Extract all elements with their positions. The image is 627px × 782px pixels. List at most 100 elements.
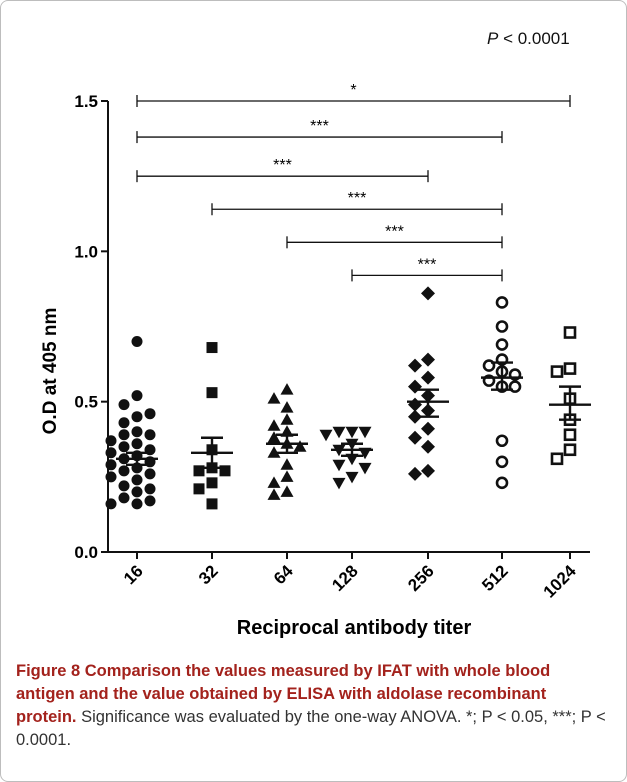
data-point [408,358,422,373]
data-point [408,430,422,445]
caption-title: Figure 8 Comparison the values measured … [16,662,551,726]
p-symbol: P [487,29,499,48]
x-axis-title: Reciprocal antibody titer [237,617,472,639]
figure-caption: Figure 8 Comparison the values measured … [16,660,608,752]
data-point [118,441,130,453]
x-tick-label: 64 [270,561,297,588]
data-point [105,498,117,510]
data-point [563,428,577,442]
data-point [550,365,564,378]
data-point [280,458,294,470]
data-point [267,431,281,443]
data-point [131,474,143,486]
data-point [280,413,294,425]
x-tick-label: 16 [120,561,147,588]
significance-label: *** [348,190,367,207]
data-point [408,409,422,424]
y-tick-label: 0.0 [74,543,98,562]
data-point [280,401,294,413]
significance-label: *** [418,256,437,273]
data-point [358,462,372,475]
data-point [144,483,156,495]
y-axis-title: O.D at 405 nm [40,308,61,435]
data-point [495,476,509,490]
data-point [267,446,281,458]
data-point [563,326,577,339]
data-point [105,435,117,447]
data-point [144,429,156,441]
data-point [332,477,346,490]
data-point [219,465,231,477]
x-tick-label: 512 [478,561,511,594]
data-point [118,417,130,429]
data-point [267,476,281,488]
data-point [118,480,130,492]
x-tick-label: 128 [328,561,361,594]
y-tick-label: 0.5 [74,393,98,412]
data-points [105,286,577,510]
data-point [131,411,143,423]
data-point [421,439,435,454]
significance-label: * [350,82,356,99]
data-point [495,320,509,333]
data-point [345,426,359,439]
data-point [144,468,156,480]
data-point [495,338,509,351]
data-point [105,471,117,483]
data-point [206,342,218,354]
data-point [118,399,130,411]
data-point [193,483,205,495]
data-point [421,370,435,385]
y-tick-label: 1.0 [74,242,98,261]
data-point [280,383,294,395]
data-point [358,426,372,439]
data-point [408,466,422,481]
data-point [206,477,218,489]
y-tick-label: 1.5 [74,92,98,111]
axes: 0.0 0.5 1.0 1.5 16 32 64 128 256 512 1024 [74,92,590,602]
data-point [495,434,509,448]
data-point [319,429,333,442]
data-point [332,426,346,439]
data-point [421,352,435,367]
data-point [206,387,218,399]
data-point [131,486,143,498]
data-point [495,455,509,469]
x-tick-label: 1024 [540,561,581,602]
data-point [280,485,294,497]
caption-body: Significance was evaluated by the one-wa… [16,708,606,749]
data-point [206,498,218,510]
data-point [495,296,509,309]
data-point [550,452,564,466]
data-point [563,362,577,375]
data-point [421,463,435,478]
data-point [408,397,422,412]
data-point [144,495,156,507]
data-point [193,465,205,477]
data-point [267,488,281,500]
p-value-note: P < 0.0001 [487,29,570,49]
data-point [131,426,143,438]
data-point [267,419,281,431]
data-point [563,443,577,457]
significance-label: *** [310,118,329,135]
data-point [332,459,346,472]
data-point [293,440,307,452]
data-point [131,336,143,348]
data-point [131,390,143,402]
data-point [118,465,130,477]
x-tick-label: 32 [195,561,222,588]
data-point [267,392,281,404]
x-tick-label: 256 [404,561,437,594]
data-point [144,408,156,420]
data-point [118,492,130,504]
significance-label: *** [273,157,292,174]
data-point [131,498,143,510]
data-point [421,421,435,436]
data-point [421,286,435,301]
data-point [345,471,359,484]
data-point [131,438,143,450]
significance-bars: **************** [136,82,571,282]
scatter-chart: 0.00.51.01.516 32 64 128 256 512 1024 ********… [40,82,591,639]
